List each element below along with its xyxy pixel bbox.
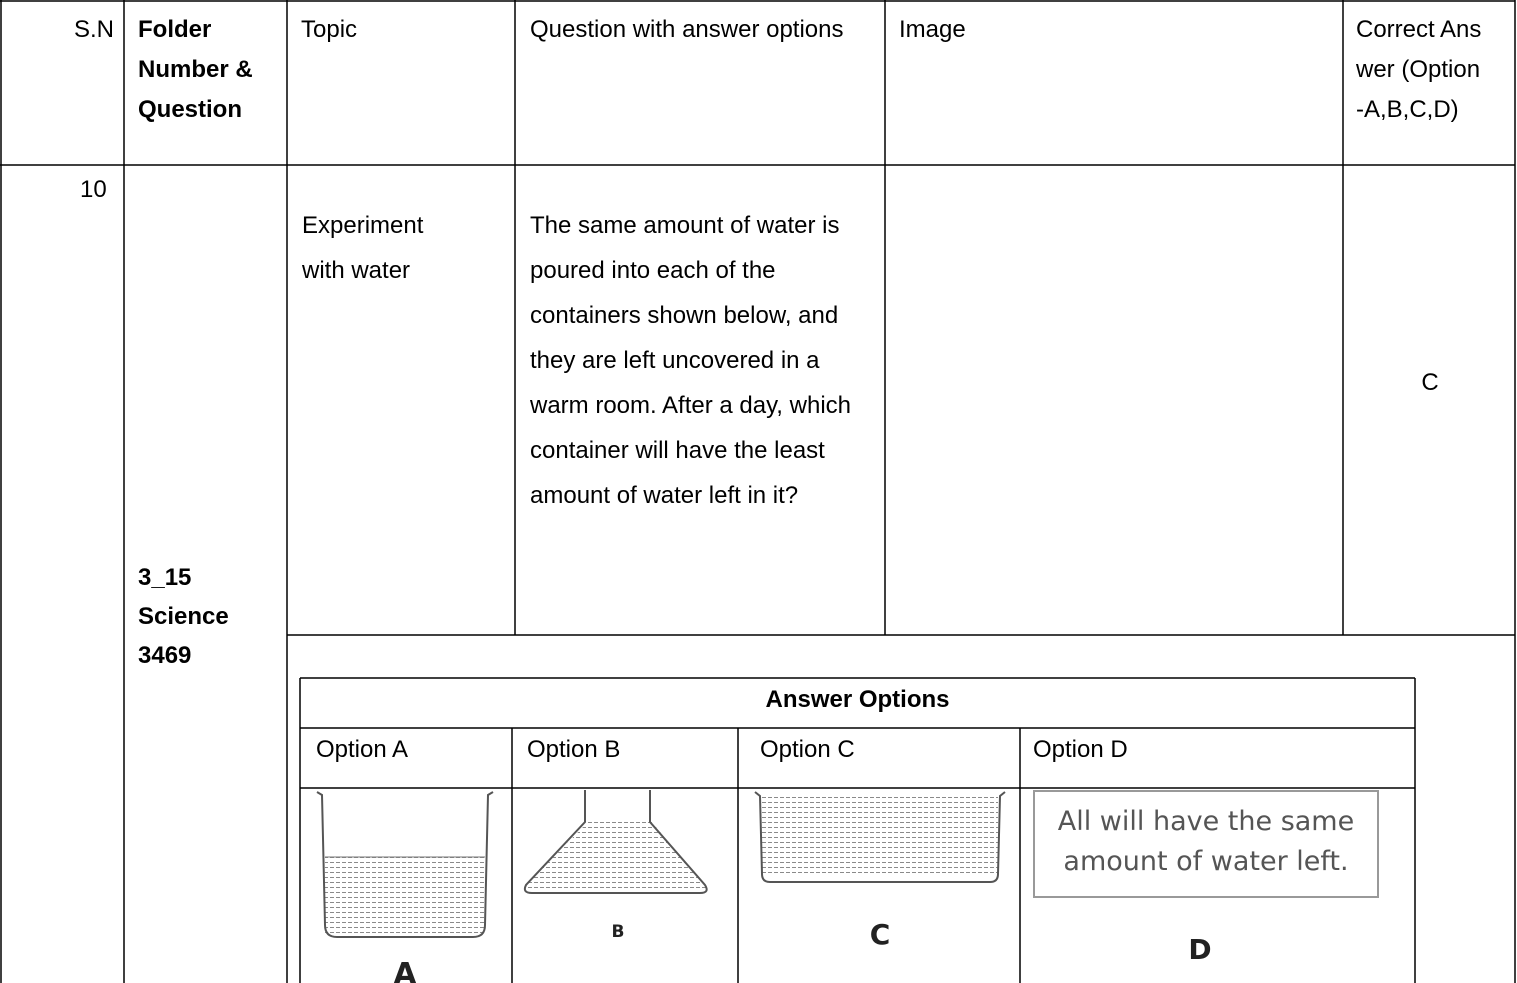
folder-line: 3469 <box>138 642 192 669</box>
answer-options-title: Answer Options <box>765 686 950 713</box>
option-label: Option A <box>316 736 409 763</box>
option-caption: A <box>393 957 417 983</box>
option-caption: B <box>611 922 625 942</box>
option-label: Option C <box>760 736 855 763</box>
option-label: Option B <box>527 736 621 763</box>
option-label: Option D <box>1033 736 1128 763</box>
option-d-box <box>1033 790 1379 898</box>
serial-number-text: 10 <box>80 176 107 203</box>
correct-answer: C <box>1343 363 1515 403</box>
option-caption: C <box>869 918 891 951</box>
folder-line: 3_15 <box>138 564 192 591</box>
dish-drawing <box>754 791 1006 883</box>
correct-answer-text: C <box>1421 369 1439 396</box>
header-cell: Correct Answer (Option-A,B,C,D) <box>1356 16 1482 123</box>
topic: Experiment with water <box>302 212 424 284</box>
header-cell: S.N <box>73 16 114 43</box>
flask-drawing <box>523 790 708 894</box>
header-cell: Folder Number & Question <box>138 16 253 123</box>
header-cell: Topic <box>301 16 358 43</box>
beaker-drawing <box>316 791 494 938</box>
serial-number: 10 <box>0 170 112 210</box>
option-d-text: All will have the same amount of water l… <box>1057 806 1355 877</box>
option-caption: D <box>1188 933 1212 966</box>
header-cell: Question with answer options <box>530 16 844 43</box>
header-cell: Image <box>899 16 966 43</box>
question: The same amount of water is poured into … <box>530 212 851 509</box>
folder-line: Science <box>138 603 229 630</box>
